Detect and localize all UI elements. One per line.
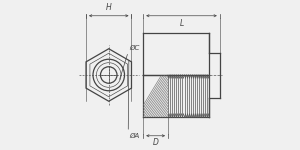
Text: L: L	[179, 19, 184, 28]
Text: H: H	[106, 3, 112, 12]
Text: D: D	[153, 138, 159, 147]
Text: ØC: ØC	[129, 45, 140, 51]
Text: ØA: ØA	[129, 133, 139, 139]
